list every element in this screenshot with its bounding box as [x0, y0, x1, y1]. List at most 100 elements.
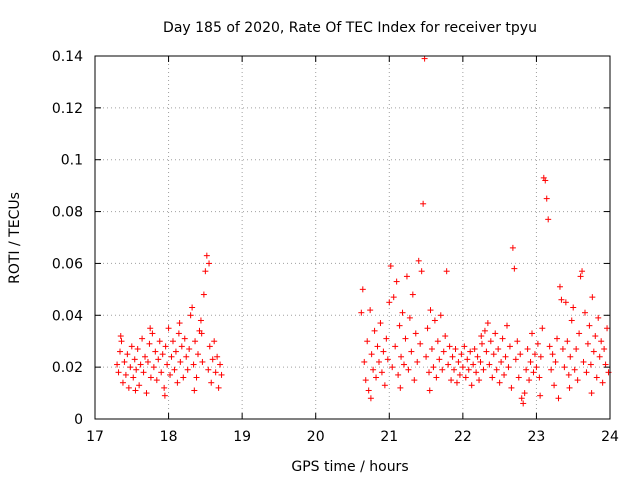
y-tick-label: 0.12: [52, 101, 83, 117]
data-point: [152, 348, 159, 355]
data-point: [206, 260, 213, 267]
data-point: [518, 395, 525, 402]
data-point: [386, 299, 393, 306]
data-point: [119, 379, 126, 386]
data-point: [377, 320, 384, 327]
data-point: [511, 265, 518, 272]
data-point: [118, 338, 125, 345]
data-point: [442, 333, 449, 340]
data-point: [476, 377, 483, 384]
data-point: [162, 343, 169, 350]
data-point: [217, 361, 224, 368]
data-point: [389, 364, 396, 371]
data-point: [370, 366, 377, 373]
data-point: [161, 384, 168, 391]
data-point: [418, 268, 425, 275]
data-point: [595, 314, 602, 321]
data-point: [402, 335, 409, 342]
data-point: [512, 356, 519, 363]
data-point: [189, 304, 196, 311]
x-tick-label: 20: [307, 429, 325, 445]
data-point: [390, 294, 397, 301]
data-point: [158, 369, 165, 376]
data-point: [534, 340, 541, 347]
data-point: [605, 369, 612, 376]
data-point: [192, 338, 199, 345]
data-point: [114, 361, 121, 368]
data-point: [531, 351, 538, 358]
chart-title: Day 185 of 2020, Rate Of TEC Index for r…: [163, 20, 537, 36]
data-point: [579, 268, 586, 275]
data-point: [537, 353, 544, 360]
x-tick-label: 23: [528, 429, 546, 445]
data-point: [133, 366, 140, 373]
data-point: [211, 338, 218, 345]
data-point: [567, 353, 574, 360]
data-point: [132, 387, 139, 394]
data-point: [598, 338, 605, 345]
data-point: [524, 345, 531, 352]
data-point: [409, 291, 416, 298]
data-point: [434, 338, 441, 345]
data-point: [487, 338, 494, 345]
data-point: [533, 364, 540, 371]
data-point: [440, 348, 447, 355]
data-point: [214, 353, 221, 360]
x-axis-label: GPS time / hours: [291, 459, 408, 475]
data-point: [373, 374, 380, 381]
data-point: [212, 369, 219, 376]
data-point: [599, 379, 606, 386]
data-point: [428, 345, 435, 352]
data-point: [539, 325, 546, 332]
data-point: [411, 377, 418, 384]
data-point: [568, 317, 575, 324]
y-axis-label: ROTI / TECUs: [7, 192, 23, 284]
data-point: [576, 330, 583, 337]
data-point: [570, 304, 577, 311]
data-point: [566, 384, 573, 391]
data-point: [537, 392, 544, 399]
data-point: [375, 358, 382, 365]
data-point: [437, 312, 444, 319]
data-point: [478, 333, 485, 340]
data-point: [395, 371, 402, 378]
data-point: [536, 374, 543, 381]
x-tick-label: 21: [380, 429, 398, 445]
data-point: [384, 356, 391, 363]
plot-frame: [94, 55, 611, 420]
data-point: [406, 314, 413, 321]
data-point: [139, 335, 146, 342]
x-tick-label: 17: [86, 429, 104, 445]
data-point: [459, 364, 466, 371]
data-point: [137, 361, 144, 368]
data-point: [527, 358, 534, 365]
data-point: [125, 384, 132, 391]
data-point: [501, 371, 508, 378]
data-point: [184, 366, 191, 373]
data-point: [554, 335, 561, 342]
data-point: [502, 353, 509, 360]
data-point: [448, 377, 455, 384]
data-point: [175, 330, 182, 337]
data-point: [136, 382, 143, 389]
data-point: [540, 174, 547, 181]
data-point: [198, 330, 205, 337]
data-point: [364, 338, 371, 345]
data-point: [526, 377, 533, 384]
data-point: [208, 379, 215, 386]
data-point: [393, 278, 400, 285]
data-point: [431, 317, 438, 324]
data-point: [380, 348, 387, 355]
x-tick-label: 18: [160, 429, 178, 445]
data-point: [405, 366, 412, 373]
y-tick-label: 0.08: [52, 205, 83, 221]
data-point: [412, 330, 419, 337]
data-point: [523, 366, 530, 373]
data-point: [564, 338, 571, 345]
data-point: [492, 330, 499, 337]
data-point: [398, 353, 405, 360]
x-axis-ticks: 17 18 19 20 21 22 23 24: [86, 56, 619, 445]
data-point: [493, 366, 500, 373]
data-point: [508, 384, 515, 391]
data-point: [178, 343, 185, 350]
